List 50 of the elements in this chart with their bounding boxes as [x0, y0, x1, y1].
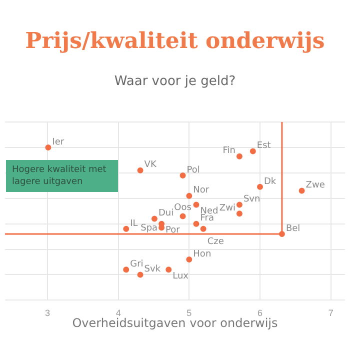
annotation: Hogere kwaliteit met lagere uitgaven: [6, 160, 118, 192]
annotation: Pol: [186, 165, 200, 176]
point: [137, 272, 144, 278]
point: [180, 172, 186, 178]
point: [236, 210, 242, 217]
annotation: VK: [144, 160, 158, 170]
annotation: Oos: [174, 203, 192, 214]
x-tick-label: 6: [257, 308, 263, 318]
point: [186, 192, 192, 199]
annotation: Bel: [286, 224, 300, 234]
annotation: Spa: [140, 223, 158, 234]
annotation: Zwe: [306, 180, 326, 191]
point: [236, 153, 242, 160]
point: [151, 216, 158, 222]
point: [250, 148, 256, 154]
point: [193, 220, 200, 227]
chart-title: Prijs/kwaliteit onderwijs: [24, 28, 326, 54]
annotation: Hon: [193, 249, 212, 260]
point: [123, 226, 130, 232]
annotation: Nor: [193, 186, 210, 196]
annotation: Gri: [130, 259, 144, 270]
annotation: Svn: [243, 194, 260, 205]
point: [166, 266, 172, 273]
annotation: Dk: [264, 176, 277, 187]
annotation: Svk: [144, 264, 162, 275]
x-axis-title: Overheidsuitgaven voor onderwijs: [72, 316, 278, 330]
annotation: Lux: [172, 271, 190, 282]
point: [137, 167, 144, 174]
annotation: IL: [130, 218, 138, 229]
annotation: Zwi: [219, 203, 236, 214]
point: [236, 202, 242, 208]
x-tick-label: 7: [328, 308, 334, 318]
annotation: Fin: [222, 146, 236, 156]
point: [257, 184, 263, 190]
point: [123, 266, 130, 273]
x-tick-label: 5: [186, 308, 192, 318]
point: [200, 226, 206, 232]
point: [45, 144, 52, 150]
annotation: Por: [166, 226, 180, 236]
chart-subtitle: Waar voor je geld?: [113, 74, 237, 89]
point: [186, 256, 192, 262]
point: [298, 188, 305, 194]
x-tick-label: 3: [44, 308, 50, 318]
annotation: Cze: [207, 236, 224, 247]
x-tick-label: 4: [116, 308, 121, 318]
annotation: Dui: [158, 208, 174, 219]
point: [193, 202, 200, 208]
annotation: Est: [256, 141, 272, 152]
annotation: Ier: [52, 137, 64, 148]
point: [180, 213, 186, 220]
